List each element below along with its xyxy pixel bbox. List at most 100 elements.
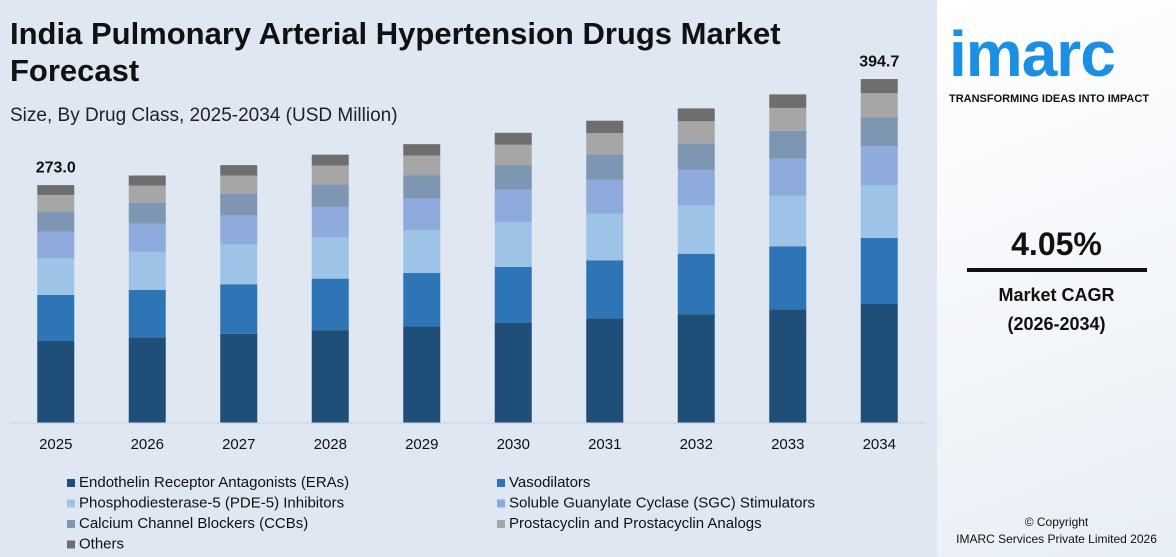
- bar-segment: [586, 120, 624, 134]
- cagr-label: Market CAGR: [998, 285, 1115, 305]
- bar-segment: [586, 154, 624, 180]
- bar-segment: [220, 284, 258, 334]
- legend-label: Vasodilators: [509, 474, 590, 491]
- bar-segment: [769, 94, 807, 108]
- bar-segment: [311, 330, 349, 423]
- bar-segment: [128, 337, 166, 423]
- legend-label: Calcium Channel Blockers (CCBs): [79, 515, 308, 532]
- bar-segment: [860, 79, 898, 94]
- bar-segment: [769, 107, 807, 131]
- legend-label: Others: [79, 535, 124, 552]
- x-tick-label: 2031: [588, 436, 621, 453]
- bar-segment: [860, 93, 898, 118]
- bar-segment: [677, 205, 715, 254]
- bar-segment: [220, 215, 258, 245]
- bar-segment: [769, 130, 807, 159]
- bar-segment: [677, 108, 715, 122]
- legend-swatch: [497, 499, 505, 508]
- bar-segment: [403, 326, 441, 423]
- x-tick-label: 2032: [680, 436, 713, 453]
- bar-segment: [128, 202, 166, 224]
- bar-segment: [494, 165, 532, 190]
- bar-segment: [403, 144, 441, 156]
- chart-title: India Pulmonary Arterial Hypertension Dr…: [10, 16, 781, 88]
- company: IMARC Services Private Limited 2026: [956, 532, 1157, 546]
- cagr-value: 4.05%: [1011, 226, 1102, 262]
- bar-segment: [37, 294, 75, 341]
- bar-segment: [860, 185, 898, 238]
- x-tick-label: 2033: [771, 436, 804, 453]
- bar-segment: [494, 132, 532, 145]
- bar-segment: [769, 195, 807, 247]
- bar-segment: [403, 175, 441, 199]
- bar-segment: [128, 223, 166, 252]
- divider: [967, 268, 1147, 272]
- tagline: TRANSFORMING IDEAS INTO IMPACT: [949, 93, 1150, 105]
- bar-segment: [311, 278, 349, 331]
- bar-segment: [311, 184, 349, 207]
- bar-segment: [677, 314, 715, 423]
- bar-segment: [677, 253, 715, 315]
- bar-segment: [128, 175, 166, 186]
- bar-segment: [677, 121, 715, 144]
- bar-segment: [860, 303, 898, 423]
- bar-segment: [494, 322, 532, 423]
- legend-swatch: [67, 520, 75, 528]
- bar-segment: [311, 165, 349, 185]
- bar-segment: [769, 246, 807, 310]
- x-tick-label: 2026: [131, 436, 164, 453]
- bar-segment: [586, 213, 624, 261]
- bar-segment: [769, 158, 807, 196]
- bar-segment: [220, 175, 258, 194]
- cagr-period: (2026-2034): [1007, 314, 1106, 334]
- bar-segment: [311, 154, 349, 166]
- bar-segment: [37, 211, 75, 232]
- legend-swatch: [67, 479, 75, 487]
- bar-segment: [860, 146, 898, 186]
- bar-segment: [677, 169, 715, 206]
- bar-segment: [37, 194, 75, 212]
- bar-segment: [586, 260, 624, 319]
- legend-swatch: [497, 479, 505, 487]
- total-label: 273.0: [36, 159, 76, 176]
- bar-segment: [586, 133, 624, 155]
- bar-segment: [37, 258, 75, 295]
- x-tick-label: 2029: [405, 436, 438, 453]
- bar-segment: [494, 144, 532, 166]
- bar-segment: [494, 266, 532, 323]
- x-tick-label: 2027: [222, 436, 255, 453]
- bar-segment: [403, 198, 441, 231]
- bar-segment: [403, 230, 441, 274]
- bar-segment: [220, 165, 258, 176]
- legend-swatch: [67, 540, 75, 549]
- bar-segment: [403, 155, 441, 176]
- bar-segment: [677, 143, 715, 170]
- bar-segment: [403, 273, 441, 327]
- bar-segment: [494, 189, 532, 223]
- legend-swatch: [497, 520, 505, 528]
- copyright: © Copyright: [1024, 515, 1089, 529]
- bar-segment: [220, 193, 258, 216]
- bar-segment: [128, 251, 166, 290]
- legend-label: Phosphodiesterase-5 (PDE-5) Inhibitors: [79, 494, 344, 511]
- bar-segment: [311, 206, 349, 238]
- legend-label: Soluble Guanylate Cyclase (SGC) Stimulat…: [509, 494, 815, 511]
- legend-label: Endothelin Receptor Antagonists (ERAs): [79, 474, 349, 491]
- x-tick-label: 2028: [314, 436, 347, 453]
- bar-segment: [860, 237, 898, 304]
- bar-segment: [37, 231, 75, 259]
- bar-segment: [769, 309, 807, 423]
- bar-segment: [128, 289, 166, 338]
- x-tick-label: 2025: [39, 436, 72, 453]
- chart: 2025 2026 2027 2028 2029 2030 2031 2032 2033 2034…: [10, 53, 925, 552]
- bar-segment: [128, 185, 166, 203]
- bar-segment: [494, 222, 532, 267]
- logo: imarc: [949, 18, 1116, 90]
- bar-segment: [220, 244, 258, 285]
- bar-segment: [586, 179, 624, 214]
- x-tick-label: 2034: [863, 436, 896, 453]
- bar-segment: [37, 340, 75, 423]
- bar-segment: [586, 318, 624, 423]
- chart-subtitle: Size, By Drug Class, 2025-2034 (USD Mill…: [10, 105, 398, 126]
